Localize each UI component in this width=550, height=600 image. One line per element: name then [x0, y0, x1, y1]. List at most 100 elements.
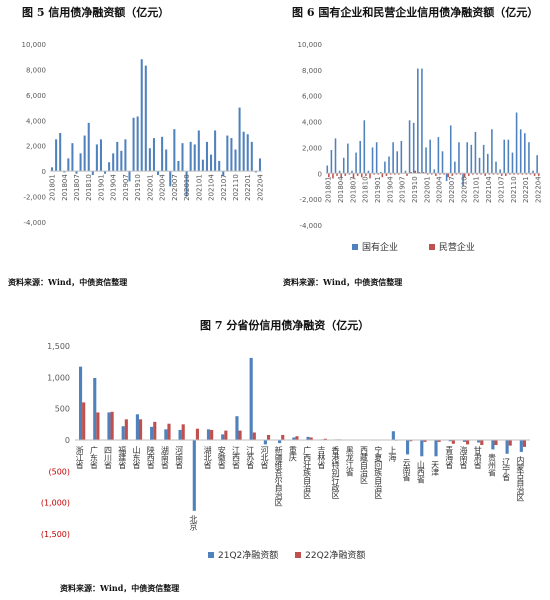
fig6-bar-s2: [488, 173, 491, 175]
fig6-bar-s2: [426, 173, 429, 175]
legend-label-22q2: 22Q2净融资额: [305, 551, 366, 561]
fig6-bar-s1: [441, 151, 444, 174]
fig7-legend: 21Q2净融资额 22Q2净融资额: [208, 548, 365, 561]
fig7-bar-21q2: [150, 426, 154, 440]
fig6-bar-s2: [389, 173, 392, 175]
fig7-category-label: 西藏自治区: [359, 446, 368, 484]
fig6-ytick-label: -2,000: [299, 196, 322, 204]
fig7-bar-22q2: [309, 437, 313, 440]
fig7-category-label: 重庆: [288, 445, 297, 463]
fig5-bar-s1: [169, 171, 172, 187]
fig7-category-label: 陕西省: [146, 445, 155, 470]
fig5-bar-s1: [234, 149, 237, 172]
fig7-bar-21q2: [434, 440, 438, 457]
fig6-bar-s1: [524, 133, 526, 174]
fig5-bar-s1: [246, 134, 249, 172]
fig6-bar-s1: [342, 157, 345, 174]
fig7-bar-21q2: [505, 440, 509, 454]
fig6-bar-s2: [492, 173, 495, 175]
fig5-bar-s1: [124, 139, 127, 172]
fig5-ytick-label: 6,000: [26, 92, 46, 100]
fig7-bar-22q2: [167, 423, 171, 440]
fig7-bar-22q2: [210, 429, 214, 440]
fig6-xtick-label: 202007: [448, 176, 456, 203]
fig5-xtick-label: 202101: [195, 174, 203, 201]
fig7-bar-22q2: [266, 434, 271, 440]
fig7-bar-22q2: [281, 434, 285, 440]
fig7-category-label: 湖南省: [160, 446, 169, 470]
fig5-bar-s1: [157, 171, 160, 175]
fig6-bar-s2: [410, 171, 412, 174]
fig6-legend: 国有企业 民营企业: [352, 240, 475, 253]
fig5-bar-s1: [95, 144, 98, 172]
fig6-bar-s1: [536, 155, 538, 174]
fig6-bar-s2: [369, 173, 371, 179]
fig6-bar-s1: [519, 129, 522, 174]
fig5-bar-s1: [104, 171, 107, 174]
fig5-ytick-label: -4,000: [23, 219, 46, 227]
fig6-xtick-label: 202004: [436, 176, 444, 203]
fig6-bar-s2: [505, 173, 507, 176]
fig6-ytick-label: 2,000: [302, 144, 322, 152]
fig6-bar-s2: [476, 173, 478, 175]
fig5-bar-s1: [173, 129, 176, 172]
fig7-bar-22q2: [110, 411, 114, 440]
fig6-xtick-label: 202110: [510, 176, 518, 203]
fig7-category-label: 海南省: [459, 445, 468, 470]
fig7-bar-21q2: [306, 436, 310, 440]
fig6-bar-s1: [375, 142, 378, 174]
fig5-bar-s1: [222, 171, 225, 177]
fig7-bar-22q2: [96, 412, 100, 440]
fig7-bar-21q2: [462, 440, 467, 442]
fig6-ytick-label: 6,000: [302, 93, 322, 101]
fig6-bar-s2: [373, 173, 375, 175]
fig7-category-label: 河南省: [175, 445, 184, 470]
fig6-xtick-label: 202010: [460, 176, 468, 203]
fig7-bar-21q2: [391, 431, 395, 440]
fig5-bar-s1: [140, 59, 143, 172]
fig7-bar-22q2: [466, 440, 470, 445]
fig6-bar-s2: [352, 173, 355, 179]
fig7-bar-22q2: [195, 428, 199, 440]
fig6-bar-s1: [511, 152, 514, 174]
fig7-bar-21q2: [192, 440, 196, 511]
fig5-bar-s1: [71, 143, 74, 172]
fig7-ytick-label: (500): [48, 467, 70, 476]
fig5-bar-s1: [108, 162, 111, 172]
fig5-xtick-label: 202110: [232, 174, 240, 201]
fig6-bar-s2: [414, 170, 417, 174]
fig6-ytick-label: 0: [318, 170, 322, 178]
fig7-category-label: 江西省: [232, 446, 241, 470]
fig7-ytick-label: 1,500: [47, 342, 70, 351]
fig7-bar-22q2: [124, 419, 128, 440]
fig6-bar-s2: [365, 173, 367, 176]
fig6-bar-s2: [463, 173, 466, 178]
fig7-category-label: 天津: [431, 460, 440, 477]
fig6-bar-s1: [470, 144, 473, 174]
fig6-bar-s1: [515, 112, 518, 174]
fig6-bar-s2: [455, 173, 458, 175]
fig6-bar-s2: [340, 173, 342, 178]
fig7-ytick-label: (1,500): [41, 530, 70, 539]
fig7-bar-22q2: [82, 402, 86, 440]
fig6-bar-s2: [521, 173, 524, 175]
fig5-bar-s1: [136, 116, 139, 172]
fig5-bar-s1: [55, 139, 58, 172]
fig6-bar-s2: [381, 173, 384, 178]
fig6-bar-s2: [467, 173, 470, 176]
fig5-bar-s1: [258, 158, 261, 172]
fig5-xtick-label: 202007: [171, 174, 179, 201]
fig5-bar-s1: [83, 135, 86, 172]
fig6-ytick-label: 10,000: [298, 41, 323, 49]
fig5-xtick-label: 202004: [159, 174, 167, 201]
fig7-bar-21q2: [491, 440, 495, 450]
fig7-bar-21q2: [135, 414, 139, 440]
legend-label-private: 民营企业: [438, 243, 475, 253]
fig5-bar-s1: [242, 131, 245, 172]
fig7-category-label: 黑龙江省: [345, 446, 354, 478]
fig6-bar-s1: [351, 170, 353, 174]
fig6-bar-s1: [532, 170, 534, 174]
fig6-bar-s2: [422, 171, 425, 174]
fig7-category-label: 贵州省: [487, 452, 496, 477]
fig6-bar-s2: [480, 173, 482, 175]
